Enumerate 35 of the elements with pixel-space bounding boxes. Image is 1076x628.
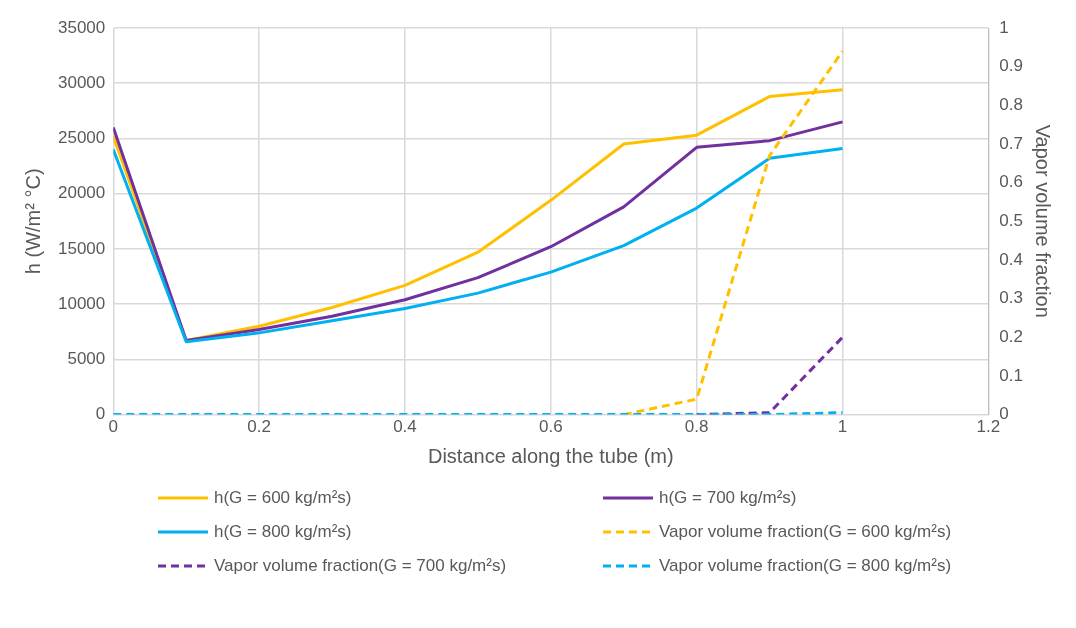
y2-tick-label: 0.9	[999, 56, 1024, 76]
y2-tick-label: 0	[999, 404, 1009, 424]
y2-tick-label: 0.2	[999, 326, 1024, 346]
x-tick-label: 0.2	[247, 417, 271, 437]
legend-label: h(G = 600 kg/m²s)	[214, 488, 352, 508]
x-tick-label: 0	[108, 417, 119, 437]
x-tick-label: 1	[837, 417, 848, 437]
y-tick-label: 30000	[57, 72, 106, 92]
x-tick-label: 0.4	[393, 417, 417, 437]
x-tick-label: 0.6	[539, 417, 563, 437]
y2-axis-title: Vapor volume fraction	[1032, 124, 1055, 318]
y2-tick-label: 0.4	[999, 249, 1024, 269]
y2-tick-label: 0.1	[999, 365, 1024, 385]
y2-tick-label: 0.6	[999, 172, 1024, 192]
x-tick-label: 1.2	[976, 417, 1001, 437]
y-tick-label: 0	[95, 404, 106, 424]
x-tick-label: 0.8	[684, 417, 709, 437]
y-axis-title: h (W/m² °C)	[21, 168, 44, 275]
y2-tick-label: 0.8	[999, 95, 1024, 115]
y-tick-label: 5000	[67, 349, 106, 369]
y-tick-label: 35000	[57, 17, 106, 37]
legend-label: h(G = 800 kg/m²s)	[214, 522, 352, 542]
legend-label: Vapor volume fraction(G = 800 kg/m²s)	[659, 556, 952, 576]
legend-label: Vapor volume fraction(G = 600 kg/m²s)	[659, 522, 952, 542]
y2-tick-label: 0.3	[999, 288, 1024, 308]
legend-label: h(G = 700 kg/m²s)	[659, 488, 797, 508]
legend-label: Vapor volume fraction(G = 700 kg/m²s)	[214, 556, 507, 576]
y-tick-label: 15000	[57, 238, 106, 258]
y-tick-label: 20000	[57, 183, 106, 203]
y2-tick-label: 1	[999, 17, 1009, 37]
x-axis-title: Distance along the tube (m)	[427, 444, 674, 467]
y2-tick-label: 0.5	[999, 210, 1024, 230]
y-tick-label: 25000	[57, 128, 106, 148]
y2-tick-label: 0.7	[999, 133, 1024, 153]
y-tick-label: 10000	[57, 293, 106, 313]
